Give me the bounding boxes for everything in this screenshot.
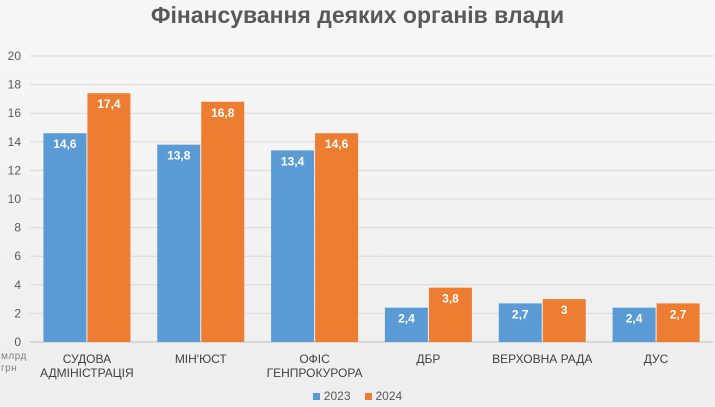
bar-2023 bbox=[612, 307, 656, 342]
y-tick-label: 0 bbox=[14, 335, 21, 349]
data-label: 16,8 bbox=[211, 106, 235, 120]
data-label: 13,4 bbox=[281, 154, 305, 168]
category-label: АДМІНІСТРАЦІЯ bbox=[40, 366, 134, 380]
data-label: 2,4 bbox=[626, 312, 643, 326]
bar-2024 bbox=[428, 287, 472, 342]
y-tick-label: 20 bbox=[8, 49, 22, 63]
bar-2023 bbox=[384, 307, 428, 342]
data-label: 14,6 bbox=[53, 137, 77, 151]
category-label: ДБР bbox=[416, 352, 440, 366]
legend-label-2024: 2024 bbox=[375, 389, 403, 403]
data-label: 14,6 bbox=[325, 137, 349, 151]
legend-item-2023: 2023 bbox=[312, 389, 351, 403]
data-label: 3 bbox=[561, 303, 568, 317]
bar-2023 bbox=[157, 144, 201, 342]
category-label: СУДОВА bbox=[63, 352, 111, 366]
bar-2023 bbox=[498, 303, 542, 342]
bar-2023 bbox=[43, 133, 87, 342]
y-tick-label: 2 bbox=[14, 306, 21, 320]
data-label: 3,8 bbox=[442, 292, 459, 306]
legend: 2023 2024 bbox=[0, 389, 715, 403]
data-label: 2,7 bbox=[670, 307, 687, 321]
category-label: ГЕНПРОКУРОРА bbox=[267, 366, 363, 380]
data-label: 17,4 bbox=[97, 97, 121, 111]
category-label: МІН'ЮСТ bbox=[175, 352, 228, 366]
category-label: ОФІС bbox=[299, 352, 330, 366]
unit-label-line2: грн bbox=[1, 363, 18, 374]
data-label: 2,7 bbox=[512, 307, 529, 321]
y-tick-label: 6 bbox=[14, 249, 21, 263]
legend-swatch-2023 bbox=[312, 392, 320, 400]
unit-label-line1: млрд bbox=[1, 351, 27, 362]
bar-2024 bbox=[542, 299, 586, 342]
y-tick-label: 18 bbox=[8, 78, 22, 92]
data-label: 13,8 bbox=[167, 149, 191, 163]
y-tick-label: 8 bbox=[14, 221, 21, 235]
bar-2024 bbox=[656, 303, 700, 342]
category-label: ДУС bbox=[644, 352, 669, 366]
bar-2024 bbox=[201, 101, 245, 342]
legend-swatch-2024 bbox=[364, 392, 372, 400]
bar-2024 bbox=[315, 133, 359, 342]
legend-item-2024: 2024 bbox=[364, 389, 403, 403]
chart-title: Фінансування деяких органів влади bbox=[150, 2, 565, 28]
bar-2024 bbox=[87, 93, 131, 343]
y-tick-label: 4 bbox=[14, 278, 21, 292]
data-label: 2,4 bbox=[398, 312, 415, 326]
y-tick-label: 12 bbox=[8, 163, 22, 177]
y-tick-label: 16 bbox=[8, 106, 22, 120]
y-tick-label: 14 bbox=[8, 135, 22, 149]
legend-label-2023: 2023 bbox=[323, 389, 351, 403]
category-label: ВЕРХОВНА РАДА bbox=[492, 352, 592, 366]
bar-2023 bbox=[271, 150, 315, 342]
y-tick-label: 10 bbox=[8, 192, 22, 206]
